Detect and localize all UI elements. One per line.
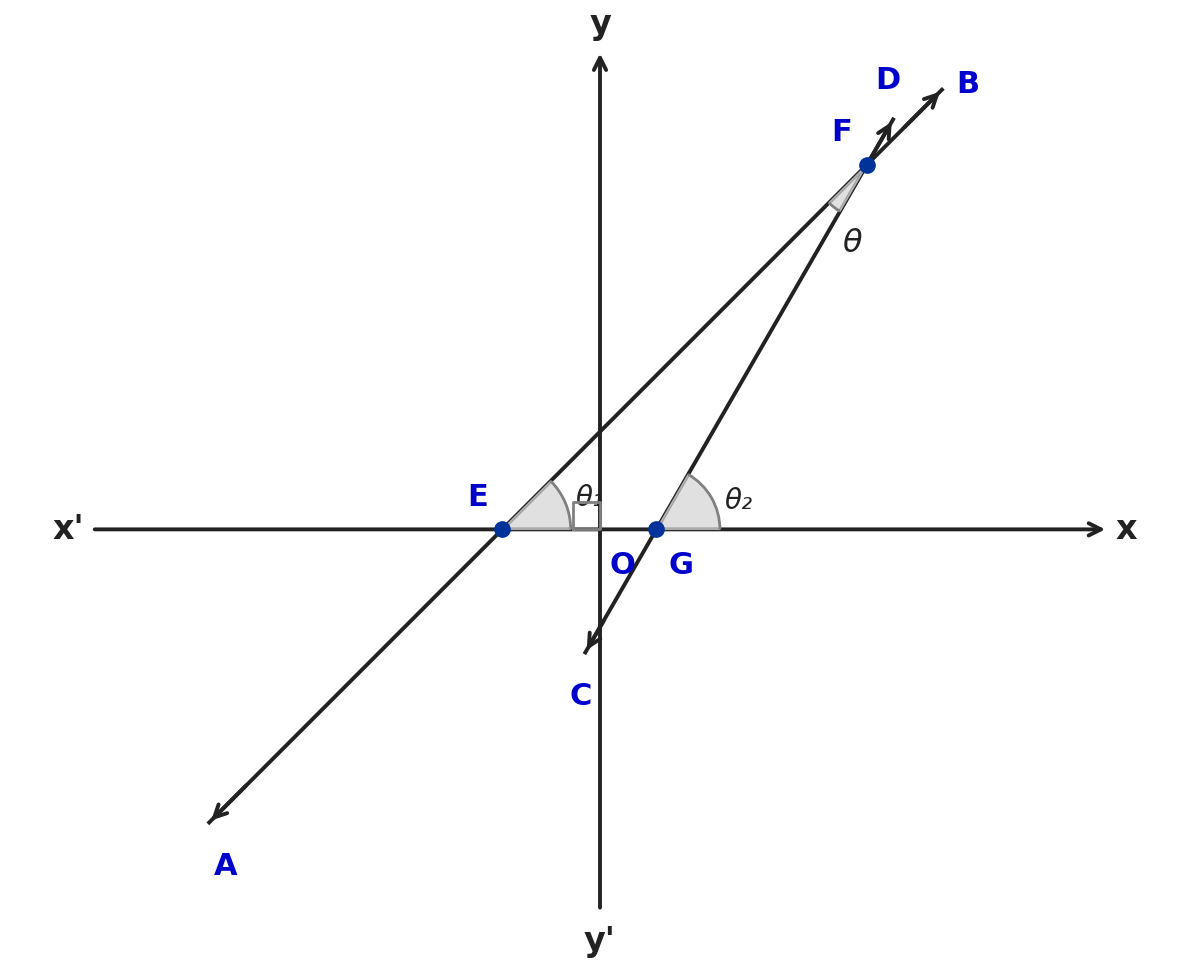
- Text: F: F: [832, 118, 852, 148]
- Text: O: O: [610, 551, 636, 580]
- Text: D: D: [876, 66, 901, 95]
- Text: y: y: [589, 8, 611, 41]
- Text: C: C: [569, 681, 592, 711]
- Text: B: B: [956, 70, 979, 99]
- Polygon shape: [503, 481, 571, 530]
- Text: θ₁: θ₁: [576, 483, 604, 511]
- Text: θ₂: θ₂: [725, 486, 752, 514]
- Text: x': x': [53, 512, 84, 546]
- Text: E: E: [467, 482, 487, 511]
- Text: θ: θ: [842, 229, 862, 260]
- Text: x: x: [1116, 512, 1138, 546]
- Polygon shape: [656, 475, 720, 530]
- Text: G: G: [668, 551, 694, 580]
- Text: y': y': [584, 925, 616, 958]
- Text: A: A: [214, 852, 238, 881]
- Polygon shape: [829, 165, 866, 211]
